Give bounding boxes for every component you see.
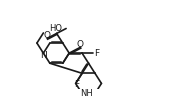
Text: F: F: [94, 49, 99, 58]
Text: F: F: [74, 80, 79, 89]
Text: O: O: [44, 31, 51, 40]
Text: O: O: [77, 40, 84, 49]
Text: N: N: [40, 51, 47, 60]
Text: HO: HO: [49, 24, 62, 33]
Text: NH: NH: [80, 89, 93, 98]
